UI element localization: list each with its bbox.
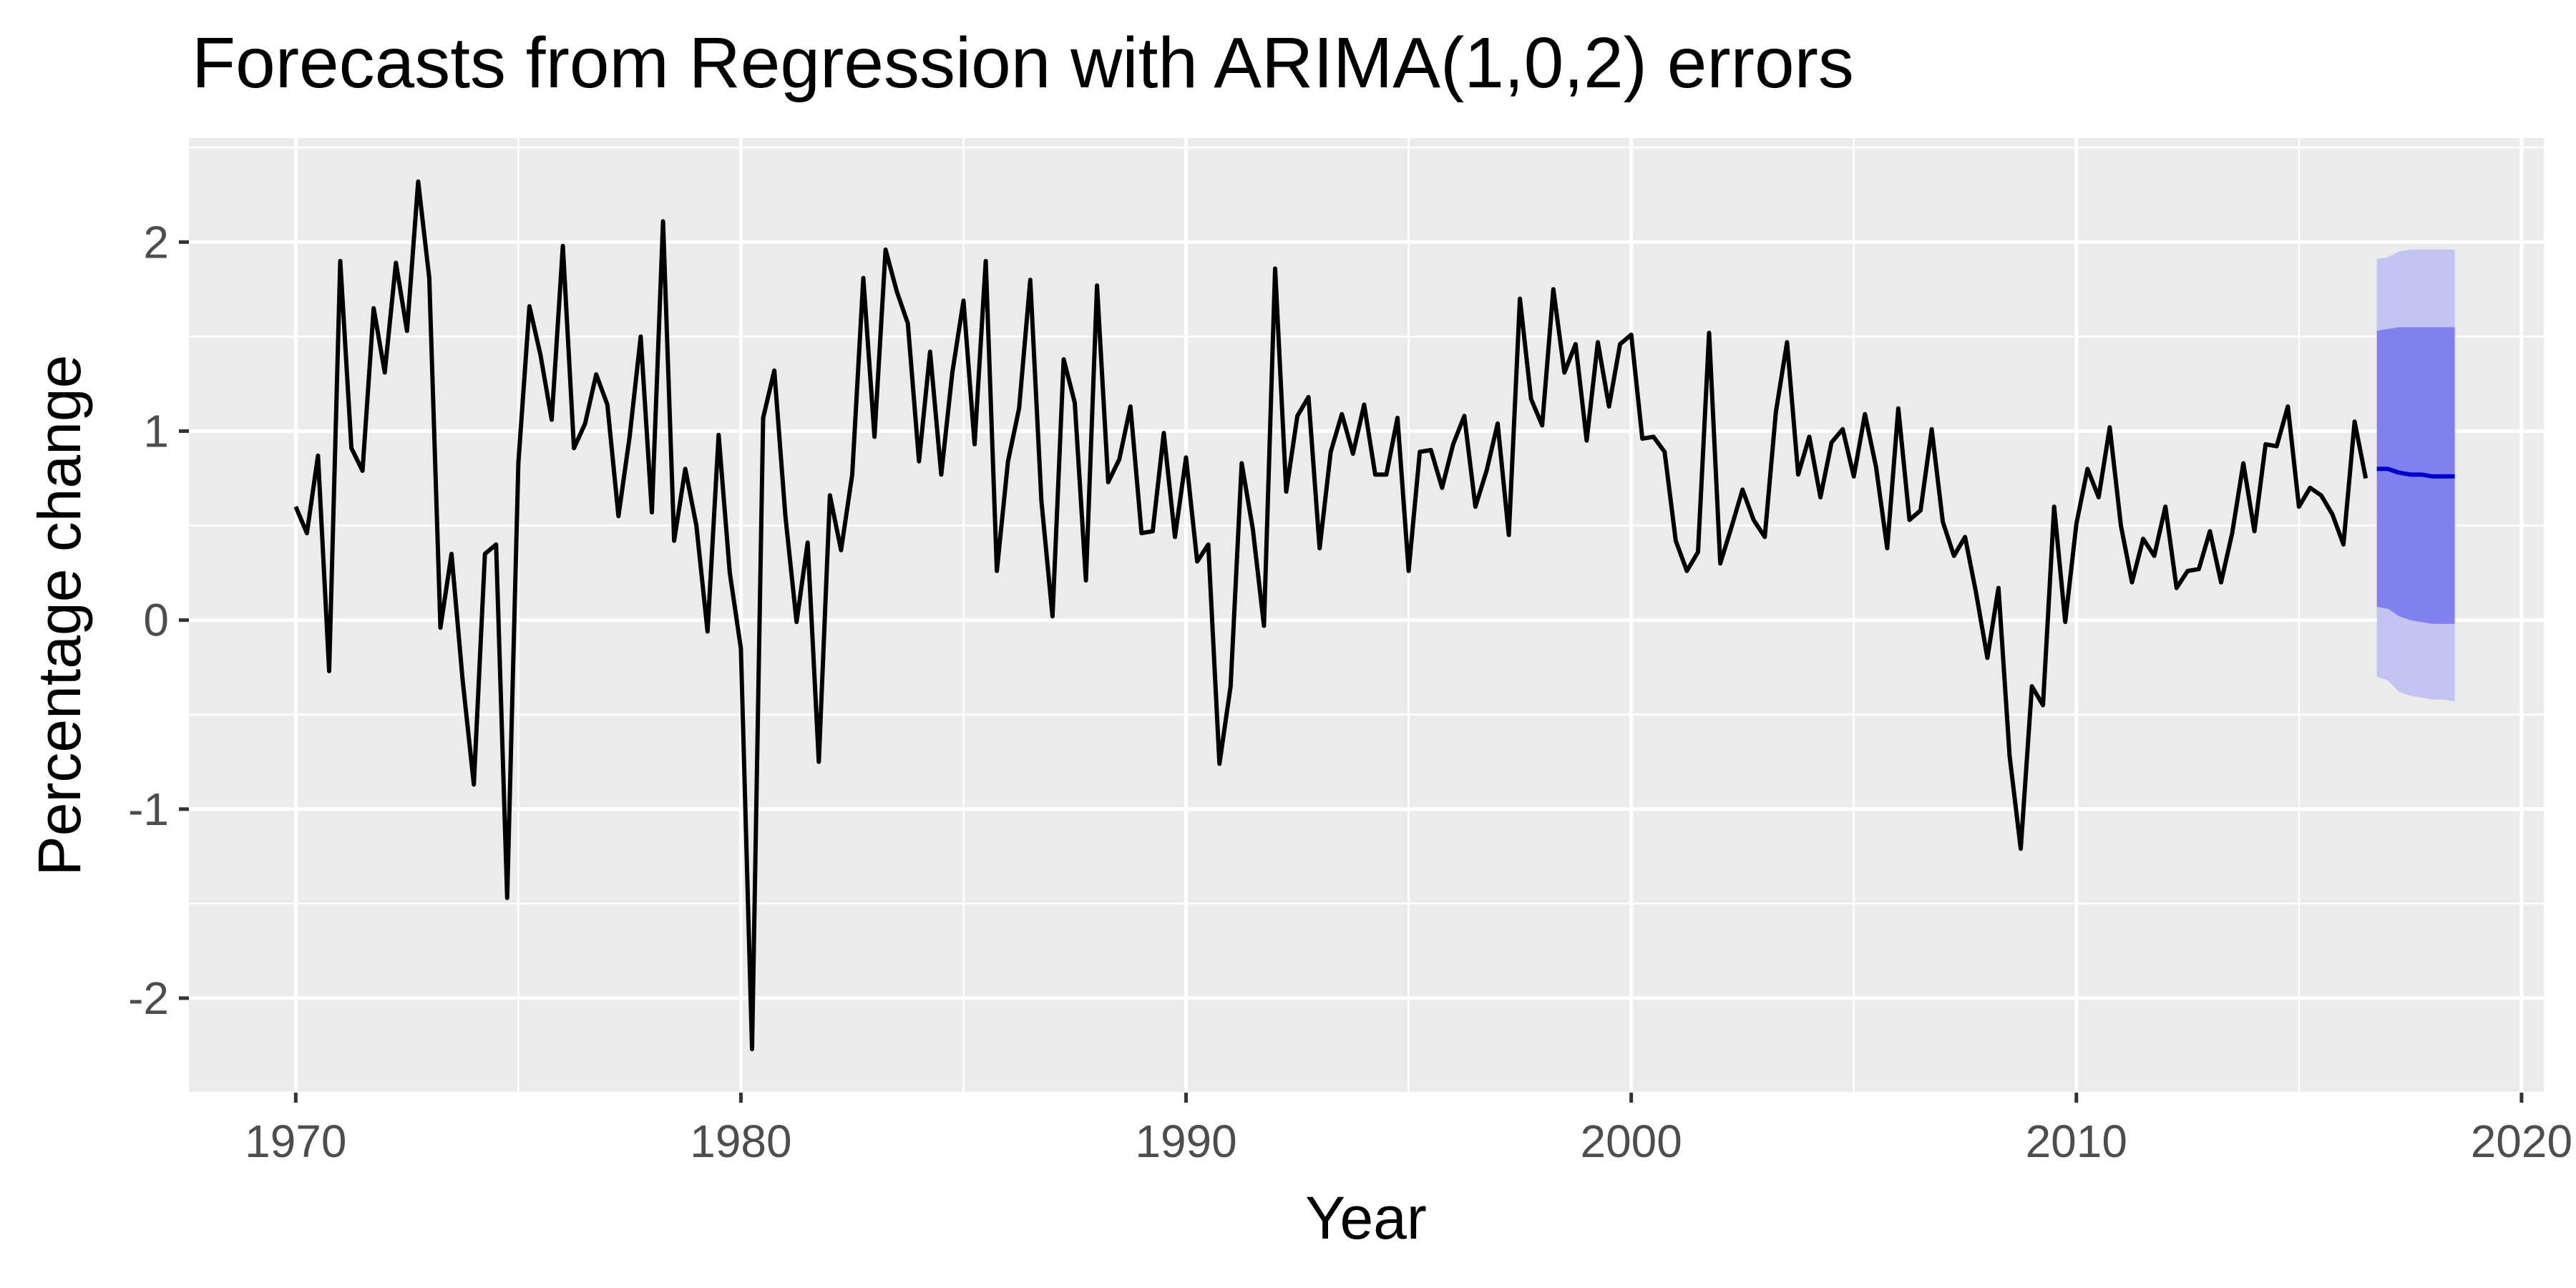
history-line	[293, 179, 2368, 1052]
x-tick-label: 1990	[1135, 1116, 1236, 1167]
x-tick-label: 2020	[2471, 1116, 2572, 1167]
x-tick-label: 1980	[690, 1116, 791, 1167]
x-tick-label: 2000	[1580, 1116, 1682, 1167]
x-axis-title: Year	[1305, 1184, 1427, 1252]
forecast-mean-line	[2376, 467, 2455, 479]
chart-title: Forecasts from Regression with ARIMA(1,0…	[192, 23, 1854, 103]
x-tick-label: 2010	[2026, 1116, 2127, 1167]
y-axis: -2 -1 0 1 2	[128, 216, 189, 1024]
y-tick-label: 0	[143, 595, 169, 646]
y-tick-label: -2	[128, 972, 169, 1024]
grid-minor	[189, 138, 2544, 1094]
y-tick-label: 2	[143, 216, 169, 268]
y-tick-label: -1	[128, 784, 169, 835]
y-axis-title: Percentage change	[26, 355, 93, 877]
y-tick-label: 1	[143, 405, 169, 457]
plot-panel	[189, 138, 2544, 1093]
x-axis: 1970 1980 1990 2000 2010 2020	[245, 1093, 2572, 1167]
history-series	[293, 179, 2368, 1052]
forecast-series	[2376, 467, 2455, 479]
x-tick-label: 1970	[245, 1116, 346, 1167]
